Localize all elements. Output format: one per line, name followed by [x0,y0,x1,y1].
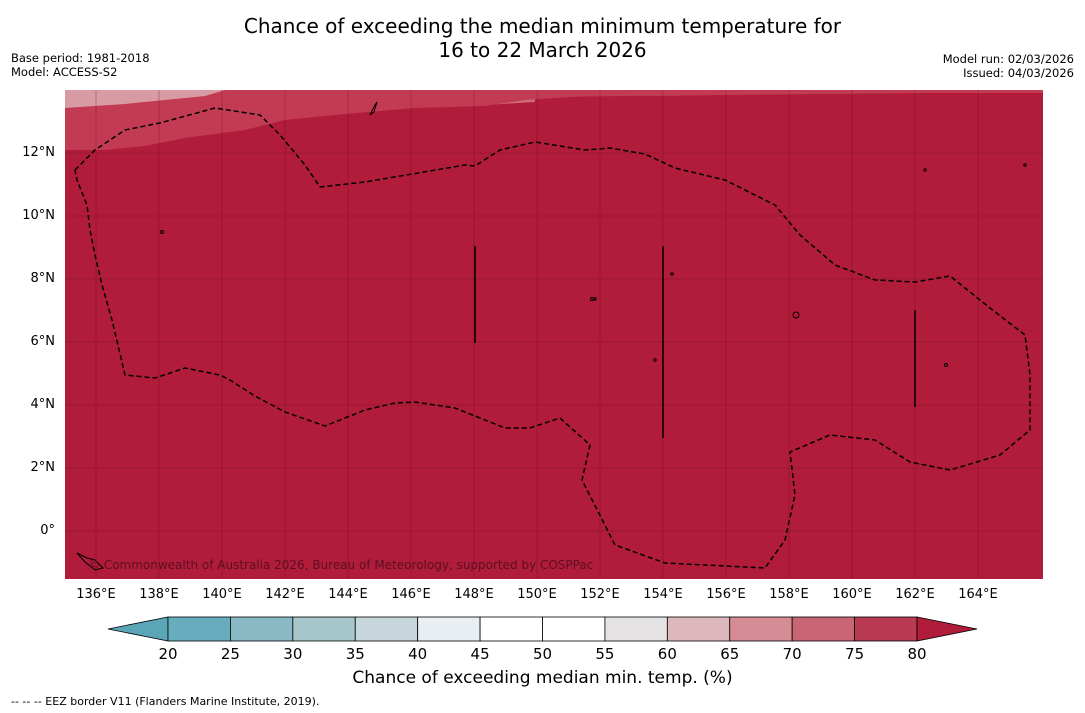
copyright-notice: © Commonwealth of Australia 2026, Bureau… [88,558,594,572]
issued-date: Issued: 04/03/2026 [963,66,1074,80]
colorbar-cell [854,616,918,642]
colorbar-cell [791,616,855,642]
colorbar-cell [666,616,731,642]
colorbar-cell [292,616,356,642]
model-run: Model run: 02/03/2026 [942,52,1074,66]
colorbar-tick-label: 30 [283,645,302,663]
title-line-2: 16 to 22 March 2026 [438,38,647,62]
island-guam [369,101,378,116]
map-title: Chance of exceeding the median minimum t… [0,14,1085,62]
lon-label-156e: 156°E [706,587,746,602]
lon-label-140e: 140°E [202,587,242,602]
colorbar-tick-label: 70 [783,645,802,663]
colorbar-extend-low [107,616,169,642]
lat-label-4n: 4°N [30,397,56,412]
lon-label-152e: 152°E [580,587,620,602]
lat-label-6n: 6°N [30,334,56,349]
meta-right: Model run: 02/03/2026 Issued: 04/03/2026 [943,52,1074,80]
map-panel[interactable]: © Commonwealth of Australia 2026, Bureau… [65,90,1043,579]
island-dot-1 [160,230,164,234]
band-65-corner [65,90,225,108]
lon-label-158e: 158°E [769,587,809,602]
colorbar-tick-label: 60 [658,645,677,663]
island-dot-6 [653,358,657,362]
band-75 [65,90,1043,150]
colorbar-tick-label: 55 [595,645,614,663]
colorbar-cell [729,616,793,642]
lat-label-10n: 10°N [22,208,55,223]
colorbar-cell [167,616,231,642]
colorbar-tick-label: 40 [408,645,427,663]
lon-label-146e: 146°E [391,587,431,602]
lon-label-138e: 138°E [139,587,179,602]
lon-label-136e: 136°E [76,587,116,602]
colorbar-tick-label: 45 [471,645,490,663]
colorbar-tick-label: 75 [845,645,864,663]
colorbar-title: Chance of exceeding median min. temp. (%… [352,668,733,688]
island-dot-5 [670,272,674,276]
lon-label-154e: 154°E [643,587,683,602]
map-canvas [65,90,1043,579]
model-name: Model: ACCESS-S2 [11,65,118,79]
island-palau [76,552,104,571]
meta-left: Base period: 1981-2018 Model: ACCESS-S2 [11,51,150,79]
lat-label-0: 0° [40,523,55,538]
lon-label-164e: 164°E [958,587,998,602]
colorbar-tick-label: 65 [720,645,739,663]
islands [76,101,1027,571]
island-dot-7 [1023,163,1027,167]
colorbar-cell [354,616,419,642]
island-dot-8 [923,168,927,172]
lat-label-2n: 2°N [30,460,56,475]
eez-footnote: -- -- -- EEZ border V11 (Flanders Marine… [11,695,320,708]
lon-label-150e: 150°E [517,587,557,602]
lon-label-144e: 144°E [328,587,368,602]
island-dot-3 [593,297,597,301]
colorbar-cell [479,616,543,642]
graticule [65,90,1043,579]
lon-label-142e: 142°E [265,587,305,602]
lon-label-148e: 148°E [454,587,494,602]
colorbar-tick-label: 25 [221,645,240,663]
colorbar-tick-label: 20 [158,645,177,663]
colorbar-cell [604,616,668,642]
colorbar-cell [542,616,606,642]
colorbar-cell [230,616,294,642]
colorbar-cell [417,616,481,642]
colorbar-tick-label: 35 [346,645,365,663]
lon-label-162e: 162°E [895,587,935,602]
base-period: Base period: 1981-2018 [11,51,150,65]
island-dot-4 [944,363,948,367]
colorbar-extend-high [916,616,978,642]
lon-label-160e: 160°E [832,587,872,602]
island-pohnpei [792,311,800,319]
colorbar-tick-label: 80 [907,645,926,663]
title-line-1: Chance of exceeding the median minimum t… [243,14,842,38]
lat-label-12n: 12°N [22,145,55,160]
lat-label-8n: 8°N [30,271,56,286]
eez-border [74,107,1031,569]
colorbar-tick-label: 50 [533,645,552,663]
